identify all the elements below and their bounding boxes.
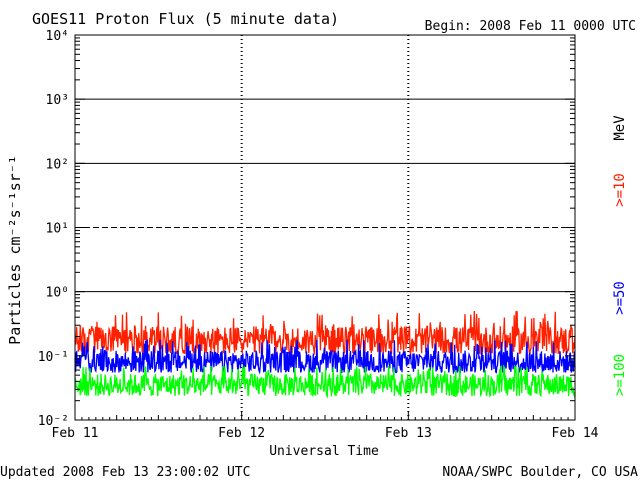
series-line-1 [74,310,576,356]
legend-unit-label: MeV [612,115,628,141]
x-tick-label: Feb 14 [552,426,599,441]
credit-label: NOAA/SWPC Boulder, CO USA [442,465,638,480]
chart-title: GOES11 Proton Flux (5 minute data) [32,10,339,28]
y-tick-label: 10⁴ [46,29,69,44]
y-tick-label: 10³ [46,93,69,108]
x-tick-label: Feb 11 [52,426,99,441]
updated-timestamp: Updated 2008 Feb 13 23:00:02 UTC [0,465,250,480]
series-line-2 [74,339,576,375]
x-tick-label: Feb 12 [218,426,265,441]
y-axis-label: Particles cm⁻²s⁻¹sr⁻¹ [6,155,24,345]
x-axis-label: Universal Time [269,444,379,459]
legend-label-2: >=50 [612,281,628,315]
begin-date-label: Begin: 2008 Feb 11 0000 UTC [425,19,636,34]
plot-area: 10⁻² 10⁻¹ 10⁰ 10¹ 10² 10³ 10⁴ Feb 11 Feb 12 Feb 1… [38,29,628,441]
legend-label-3: >=100 [612,354,628,396]
y-tick-label: 10⁻² [38,414,69,429]
x-tick-label: Feb 13 [385,426,432,441]
y-tick-label: 10⁰ [46,286,69,301]
y-tick-label: 10⁻¹ [38,350,69,365]
y-tick-label: 10² [46,157,69,172]
series-line-3 [74,364,576,399]
legend-label-1: >=10 [612,173,628,207]
y-tick-label: 10¹ [46,222,69,237]
